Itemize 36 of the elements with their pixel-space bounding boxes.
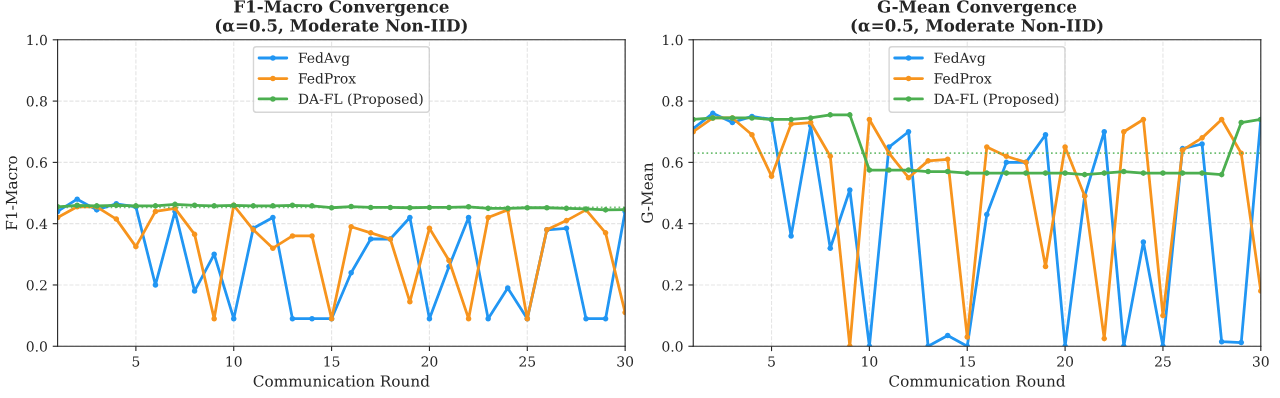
y-tick-label: 1.0	[27, 34, 47, 46]
y-axis-title: F1-Macro	[5, 156, 18, 230]
x-tick-label: 20	[1057, 356, 1074, 367]
x-axis-title: Communication Round	[889, 374, 1066, 387]
y-tick-label: 0.6	[662, 157, 683, 168]
x-tick-label: 25	[1155, 356, 1171, 367]
x-tick-label: 10	[862, 356, 878, 367]
y-tick-label: 0.4	[26, 218, 48, 230]
x-tick-label: 30	[617, 356, 634, 367]
y-tick-label: 0.8	[662, 96, 683, 107]
chart-title: G-Mean Convergence (α=0.5, Moderate Non-IID)	[851, 0, 1103, 35]
legend-label: FedAvg	[934, 52, 986, 66]
chart-title: F1-Macro Convergence (α=0.5, Moderate Non-IID)	[215, 0, 467, 35]
y-tick-label: 0.2	[662, 279, 683, 291]
x-tick-label: 25	[519, 356, 536, 367]
x-axis-title: Communication Round	[253, 374, 430, 387]
x-tick-label: 15	[324, 356, 340, 367]
y-tick-label: 0.2	[26, 279, 47, 291]
y-tick-label: 1.0	[663, 34, 683, 46]
x-tick-label: 5	[132, 356, 140, 367]
y-tick-label: 0.8	[26, 96, 47, 107]
y-tick-label: 0.0	[662, 341, 683, 352]
legend-label: DA-FL (Proposed)	[934, 93, 1059, 107]
y-tick-label: 0.0	[26, 341, 47, 352]
x-tick-label: 20	[421, 356, 438, 367]
y-tick-label: 0.6	[26, 157, 47, 168]
x-tick-label: 10	[226, 356, 242, 367]
legend-label: FedAvg	[298, 52, 350, 66]
legend-label: FedProx	[934, 72, 992, 84]
y-axis-title: G-Mean	[641, 162, 653, 223]
legend-label: DA-FL (Proposed)	[298, 93, 423, 107]
x-tick-label: 15	[960, 356, 976, 367]
x-tick-label: 5	[768, 356, 775, 367]
x-tick-label: 30	[1253, 356, 1269, 367]
legend-label: FedProx	[298, 72, 356, 84]
y-tick-label: 0.4	[662, 218, 683, 230]
